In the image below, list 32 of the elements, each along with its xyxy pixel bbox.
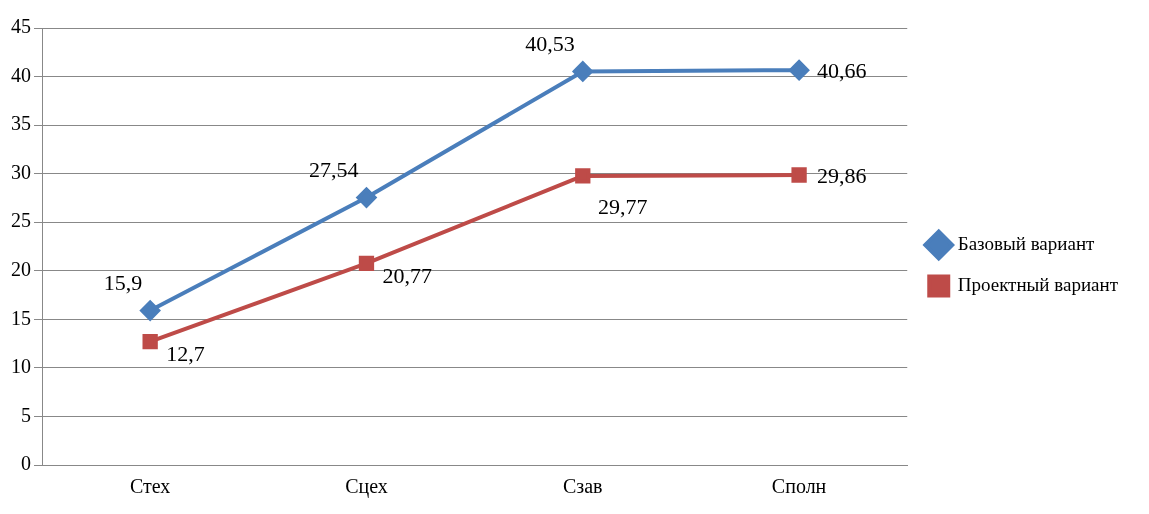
y-tick-label: 15: [11, 306, 31, 329]
point: [789, 60, 810, 81]
y-tick-label: 0: [21, 452, 31, 475]
y-tick-label: 35: [11, 112, 31, 135]
data-label: 40,66: [817, 57, 867, 83]
data-label: 12,7: [166, 341, 205, 367]
y-tick-label: 25: [11, 209, 31, 232]
data-label: 29,86: [817, 162, 867, 188]
y-tick-label: 30: [11, 160, 31, 183]
point: [356, 187, 377, 208]
y-tick-label: 10: [11, 355, 31, 378]
point: [140, 300, 161, 321]
x-tick-label: Сполн: [771, 475, 827, 498]
legend-label: Проектный вариант: [957, 273, 1119, 295]
y-tick-label: 45: [11, 15, 31, 38]
data-label: 29,77: [598, 193, 648, 219]
point: [575, 168, 591, 184]
data-label: 27,54: [308, 157, 359, 183]
data-label: 40,53: [525, 31, 575, 57]
point: [572, 61, 593, 82]
data-label: 20,77: [382, 263, 432, 289]
legend-label: Базовый вариант: [957, 232, 1096, 254]
x-tick-label: Сцех: [345, 475, 388, 499]
point: [358, 255, 375, 271]
x-tick-label: Сзав: [563, 475, 603, 498]
y-tick-label: 5: [21, 403, 31, 426]
x-tick-label: Стех: [129, 475, 171, 498]
y-tick-label: 40: [11, 63, 31, 86]
data-label: 15,9: [103, 270, 143, 296]
point: [791, 167, 807, 183]
y-tick-label: 20: [11, 258, 31, 281]
point: [142, 334, 158, 350]
